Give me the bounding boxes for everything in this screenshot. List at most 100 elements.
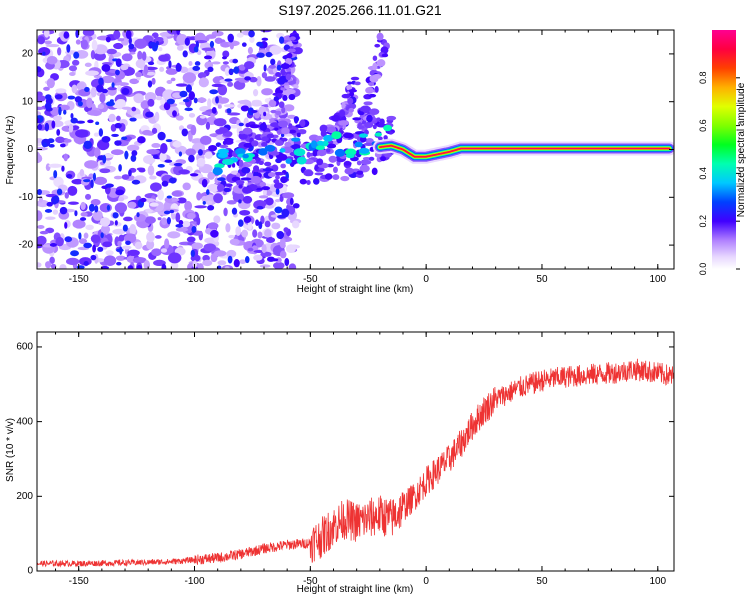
heatmap-cell — [249, 36, 255, 43]
heatmap-cell — [160, 248, 168, 253]
heatmap-cell — [83, 242, 93, 249]
heatmap-cell — [82, 30, 95, 37]
heatmap-cell — [211, 107, 217, 114]
heatmap-cell — [270, 258, 279, 262]
heatmap-cell — [223, 187, 231, 193]
heatmap-cell — [293, 84, 299, 89]
heatmap-cell — [184, 107, 193, 112]
heatmap-cell — [99, 217, 111, 227]
heatmap-cell — [113, 42, 124, 50]
heatmap-cell — [371, 167, 378, 176]
heatmap-cell — [136, 265, 143, 269]
heatmap-cell — [249, 124, 261, 129]
heatmap-cell — [149, 175, 157, 180]
heatmap-cell — [166, 216, 171, 225]
heatmap-cell — [258, 221, 263, 230]
heatmap-cell — [386, 115, 397, 121]
x-tick-label: 100 — [649, 576, 666, 587]
heatmap-cell — [279, 238, 286, 249]
heatmap-cell — [319, 124, 328, 133]
heatmap-cell — [227, 33, 234, 43]
heatmap-cell — [98, 77, 104, 86]
heatmap-cell — [111, 82, 115, 88]
heatmap-cell — [145, 111, 154, 118]
heatmap-cell — [59, 206, 68, 215]
heatmap-cell — [151, 127, 158, 134]
heatmap-cell — [196, 50, 202, 56]
heatmap-cell — [224, 266, 230, 269]
heatmap-cell — [186, 236, 196, 243]
heatmap-cell — [259, 181, 267, 188]
heatmap-cell — [141, 129, 153, 136]
heatmap-cell — [117, 240, 122, 247]
heatmap-cell — [223, 207, 228, 217]
heatmap-cell — [237, 219, 244, 227]
heatmap-cell — [363, 142, 374, 146]
heatmap-cell — [250, 175, 262, 184]
heatmap-cell — [256, 41, 264, 47]
heatmap-cell — [127, 265, 134, 269]
snr-ylabel: SNR (10 * v/v) — [5, 418, 16, 482]
heatmap-cell — [273, 261, 285, 269]
heatmap-cell — [120, 64, 129, 71]
heatmap-cell — [56, 129, 61, 136]
heatmap-cell — [328, 155, 337, 163]
heatmap-cell — [39, 230, 49, 235]
heatmap-cell — [227, 81, 234, 87]
heatmap-cell — [368, 93, 377, 98]
heatmap-cell — [247, 46, 253, 55]
heatmap-cell — [356, 160, 362, 166]
heatmap-cell — [264, 144, 276, 152]
colorbar: 0.0 0.2 0.4 0.6 0.8 Normalized spectral ampl… — [698, 30, 747, 275]
heatmap-cell — [114, 122, 122, 129]
heatmap-cell — [326, 143, 337, 149]
heatmap-cell — [239, 259, 247, 264]
heatmap-cell — [167, 252, 182, 264]
heatmap-cell — [71, 178, 84, 185]
heatmap-cell — [286, 204, 291, 211]
heatmap-cell — [144, 216, 156, 224]
heatmap-cell — [37, 94, 46, 103]
heatmap-cell — [178, 169, 190, 175]
heatmap-cell — [96, 84, 104, 93]
heatmap-cell — [143, 198, 156, 203]
heatmap-cell — [147, 61, 155, 66]
spectrogram-xlabel: Height of straight line (km) — [297, 284, 414, 295]
heatmap-cell — [162, 89, 175, 101]
heatmap-cell — [194, 61, 201, 66]
snr-axes: -150 -100 -50 0 50 100 0 200 400 600 — [16, 332, 674, 587]
heatmap-cell — [326, 163, 334, 168]
heatmap-cell — [332, 174, 340, 181]
spectrogram-ylabel: Frequency (Hz) — [5, 116, 16, 185]
heatmap-cell — [207, 222, 219, 230]
heatmap-cell — [275, 71, 282, 77]
heatmap-cell — [358, 133, 368, 138]
heatmap-cell — [285, 57, 293, 66]
heatmap-cell — [242, 153, 249, 159]
heatmap-cell — [128, 43, 135, 50]
heatmap-cell — [184, 200, 193, 212]
heatmap-cell — [238, 199, 242, 204]
heatmap-cell — [233, 80, 246, 90]
heatmap-cell — [357, 111, 364, 115]
heatmap-cell — [178, 151, 183, 157]
heatmap-cell — [63, 109, 67, 115]
heatmap-cell — [105, 101, 115, 107]
x-tick-label: -150 — [69, 274, 89, 285]
heatmap-cell — [213, 250, 227, 257]
x-tick-label: -150 — [69, 576, 89, 587]
heatmap-cell — [232, 58, 239, 64]
heatmap-cell — [362, 156, 371, 161]
heatmap-cell — [149, 202, 159, 207]
heatmap-cell — [148, 42, 157, 48]
heatmap-cell — [363, 101, 373, 106]
heatmap-cell — [127, 201, 137, 209]
y-tick-label: 600 — [16, 342, 33, 353]
heatmap-cell — [90, 254, 97, 261]
heatmap-cell — [274, 198, 281, 203]
heatmap-cell — [275, 257, 282, 264]
heatmap-cell — [73, 51, 80, 59]
heatmap-cell — [85, 224, 94, 230]
heatmap-cell — [154, 235, 162, 239]
heatmap-cell — [100, 265, 109, 269]
